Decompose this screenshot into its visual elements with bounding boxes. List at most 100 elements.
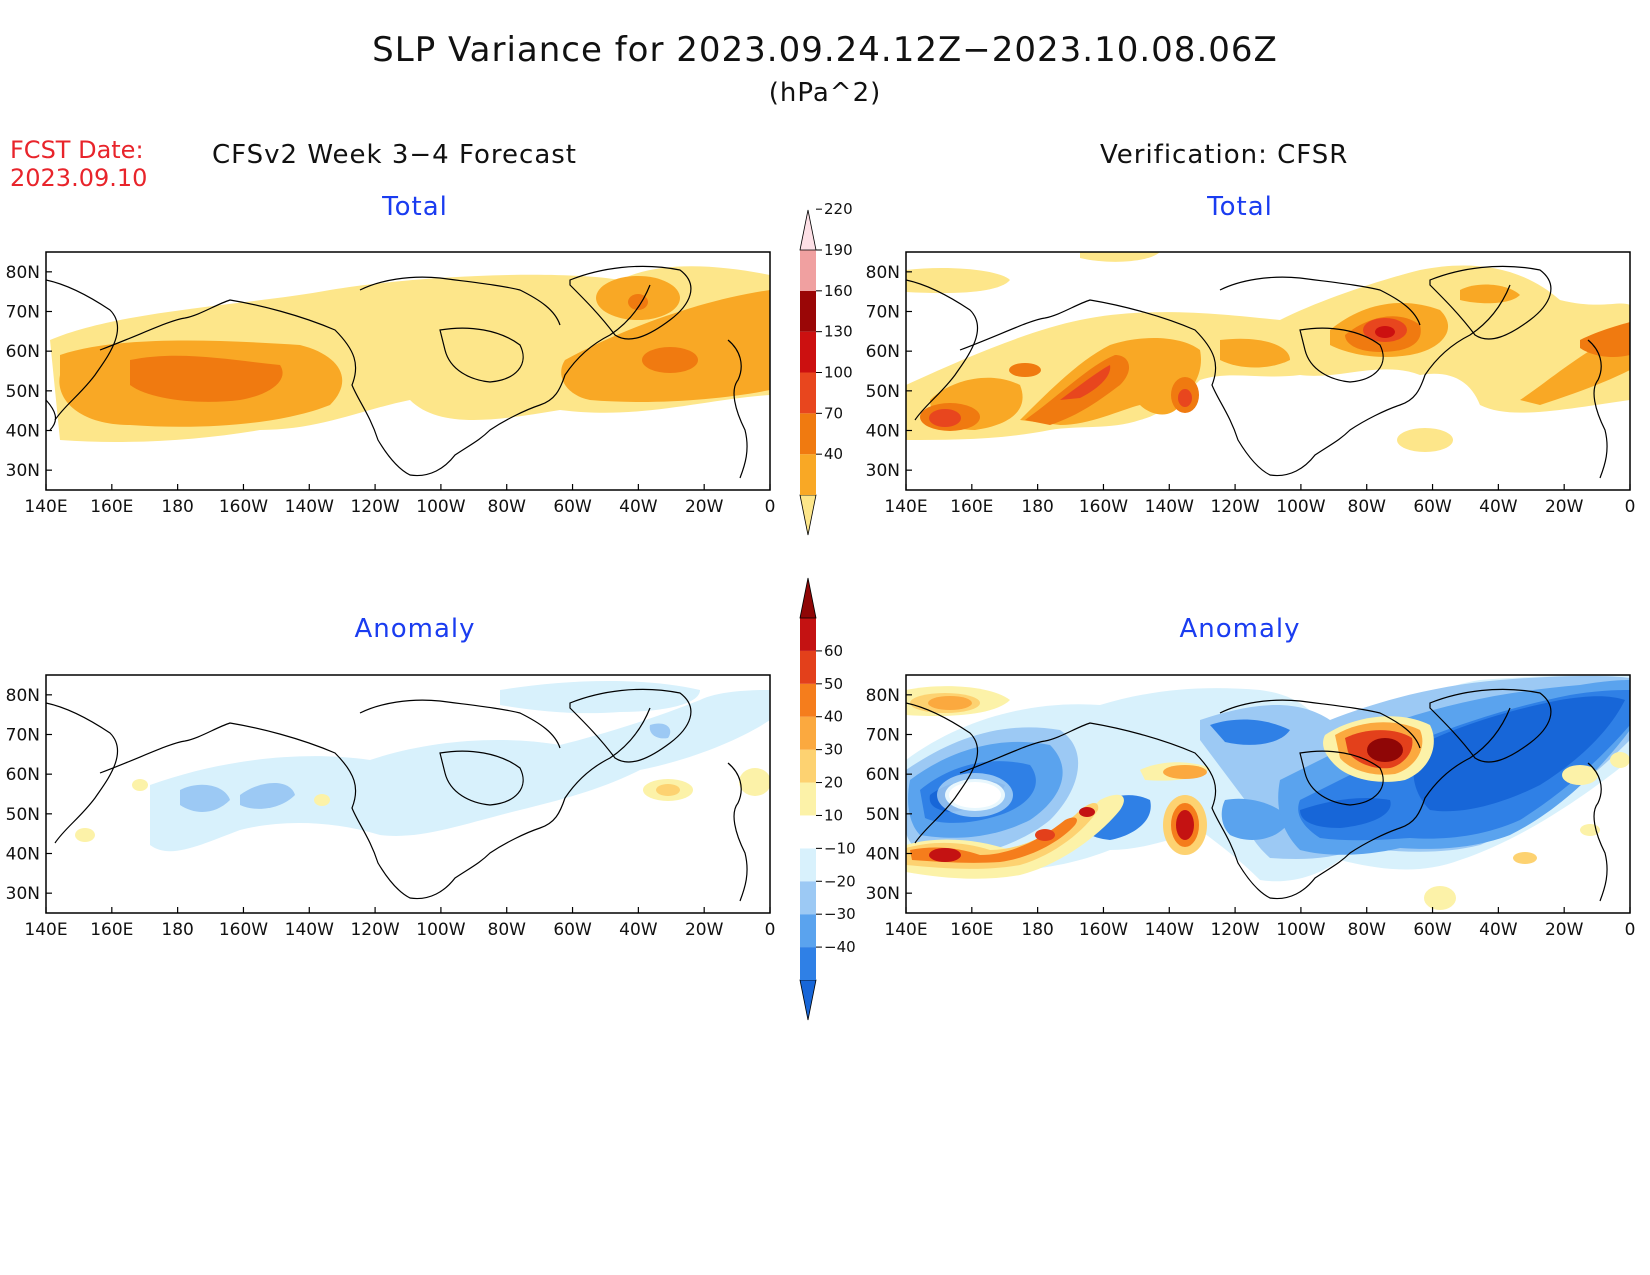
lon-tick-label: 100W bbox=[416, 497, 465, 517]
lat-tick-label: 40N bbox=[866, 845, 900, 865]
lat-tick-label: 70N bbox=[6, 303, 40, 323]
lat-tick-label: 40N bbox=[6, 845, 40, 865]
lat-tick-label: 80N bbox=[6, 686, 40, 706]
verification-anomaly-axes: 140E 160E 180 160W 140W 120W 100W 80W 60W 40W 20W 0… bbox=[866, 686, 1636, 940]
lon-tick-label: 120W bbox=[350, 497, 399, 517]
top-left-panel-title: Total bbox=[382, 192, 448, 222]
lon-tick-label: 80W bbox=[1348, 920, 1387, 940]
lon-tick-label: 160E bbox=[950, 497, 993, 517]
colorbar-level-label: 50 bbox=[824, 675, 843, 693]
colorbar-swatch bbox=[800, 947, 816, 980]
lon-tick-label: 80W bbox=[1348, 497, 1387, 517]
colorbar-swatch bbox=[800, 290, 816, 332]
colorbar-level-label: −20 bbox=[824, 872, 856, 890]
verification-total-axes: 140E 160E 180 160W 140W 120W 100W 80W 60W 40W 20W 0… bbox=[866, 263, 1636, 517]
colorbar-level-label: 40 bbox=[824, 445, 843, 463]
forecast-total-coastlines bbox=[46, 265, 748, 479]
lon-tick-label: 160E bbox=[90, 920, 133, 940]
total-colorbar: 40 70 100 130 160 190 220 bbox=[799, 200, 853, 536]
colorbar-swatch bbox=[800, 914, 816, 948]
verification-anomaly-frame bbox=[905, 674, 1631, 914]
lon-tick-label: 40W bbox=[1479, 497, 1518, 517]
lat-tick-label: 50N bbox=[866, 805, 900, 825]
lon-tick-label: 20W bbox=[685, 497, 724, 517]
lon-tick-label: 60W bbox=[1413, 497, 1452, 517]
lon-tick-label: 180 bbox=[161, 497, 193, 517]
lon-tick-label: 140E bbox=[884, 497, 927, 517]
lat-tick-label: 60N bbox=[866, 765, 900, 785]
lon-tick-label: 140E bbox=[24, 920, 67, 940]
lat-tick-label: 50N bbox=[866, 382, 900, 402]
lon-tick-label: 140W bbox=[1145, 920, 1194, 940]
lon-tick-label: 180 bbox=[1021, 920, 1053, 940]
verification-total-map: 140E 160E 180 160W 140W 120W 100W 80W 60W 40W 20W 0… bbox=[866, 251, 1636, 517]
colorbar-extend-low bbox=[799, 979, 817, 1021]
colorbar-swatch bbox=[800, 413, 816, 455]
colorbar-extend-high bbox=[799, 577, 817, 619]
lon-tick-label: 140E bbox=[884, 920, 927, 940]
lat-tick-label: 80N bbox=[866, 263, 900, 283]
lat-tick-label: 70N bbox=[6, 726, 40, 746]
lon-tick-label: 20W bbox=[1545, 920, 1584, 940]
lon-tick-label: 20W bbox=[1545, 497, 1584, 517]
verification-anomaly-coastlines bbox=[906, 688, 1608, 902]
lon-tick-label: 160W bbox=[1079, 920, 1128, 940]
colorbar-swatch bbox=[800, 815, 816, 849]
lat-tick-label: 30N bbox=[6, 884, 40, 904]
lon-tick-label: 0 bbox=[765, 497, 776, 517]
lat-tick-label: 30N bbox=[866, 461, 900, 481]
forecast-total-map: 140E 160E 180 160W 140W 120W 100W 80W 60W 40W 20W 0… bbox=[6, 251, 776, 517]
lat-tick-label: 80N bbox=[6, 263, 40, 283]
colorbar-extend-low bbox=[799, 494, 817, 536]
colorbar-level-label: 190 bbox=[824, 241, 853, 259]
colorbar-swatch bbox=[800, 683, 816, 717]
main-title: SLP Variance for 2023.09.24.12Z−2023.10.… bbox=[372, 30, 1278, 70]
lon-tick-label: 140W bbox=[1145, 497, 1194, 517]
colorbar-swatch bbox=[800, 782, 816, 816]
colorbar-level-label: 130 bbox=[824, 323, 853, 341]
lat-tick-label: 30N bbox=[6, 461, 40, 481]
colorbar-swatch bbox=[800, 250, 816, 291]
lon-tick-label: 120W bbox=[1210, 497, 1259, 517]
lat-tick-label: 40N bbox=[6, 422, 40, 442]
lon-tick-label: 60W bbox=[553, 920, 592, 940]
lon-tick-label: 20W bbox=[685, 920, 724, 940]
colorbar-level-label: 160 bbox=[824, 282, 853, 300]
colorbar-level-label: 220 bbox=[824, 200, 853, 218]
colorbar-level-label: 70 bbox=[824, 404, 843, 422]
colorbar-swatch bbox=[800, 848, 816, 882]
forecast-date-label: FCST Date: bbox=[10, 136, 144, 164]
lon-tick-label: 160W bbox=[219, 497, 268, 517]
lon-tick-label: 100W bbox=[1276, 497, 1325, 517]
colorbar-extend-high bbox=[799, 209, 817, 251]
colorbar-swatch bbox=[800, 716, 816, 750]
verification-column-heading: Verification: CFSR bbox=[1100, 140, 1349, 170]
lon-tick-label: 80W bbox=[488, 497, 527, 517]
lat-tick-label: 70N bbox=[866, 726, 900, 746]
colorbar-swatch bbox=[800, 372, 816, 414]
lat-tick-label: 60N bbox=[6, 765, 40, 785]
forecast-anomaly-field bbox=[75, 680, 770, 852]
lon-tick-label: 120W bbox=[350, 920, 399, 940]
colorbar-level-label: 60 bbox=[824, 642, 843, 660]
lon-tick-label: 180 bbox=[1021, 497, 1053, 517]
lat-tick-label: 40N bbox=[866, 422, 900, 442]
colorbar-level-label: −40 bbox=[824, 938, 856, 956]
forecast-total-axes: 140E 160E 180 160W 140W 120W 100W 80W 60W 40W 20W 0… bbox=[6, 263, 776, 517]
lon-tick-label: 80W bbox=[488, 920, 527, 940]
verification-anomaly-map: 140E 160E 180 160W 140W 120W 100W 80W 60W 40W 20W 0… bbox=[866, 674, 1636, 940]
colorbar-level-label: 10 bbox=[824, 806, 843, 824]
colorbar-swatch bbox=[800, 454, 816, 495]
lon-tick-label: 40W bbox=[619, 920, 658, 940]
lon-tick-label: 0 bbox=[1625, 497, 1636, 517]
forecast-column-heading: CFSv2 Week 3−4 Forecast bbox=[212, 140, 577, 170]
forecast-anomaly-map: 140E 160E 180 160W 140W 120W 100W 80W 60W 40W 20W 0… bbox=[6, 674, 775, 940]
lat-tick-label: 60N bbox=[6, 342, 40, 362]
lon-tick-label: 40W bbox=[619, 497, 658, 517]
colorbar-level-label: −30 bbox=[824, 905, 856, 923]
lon-tick-label: 100W bbox=[1276, 920, 1325, 940]
lat-tick-label: 50N bbox=[6, 805, 40, 825]
lon-tick-label: 140W bbox=[285, 920, 334, 940]
forecast-total-field bbox=[50, 266, 770, 442]
